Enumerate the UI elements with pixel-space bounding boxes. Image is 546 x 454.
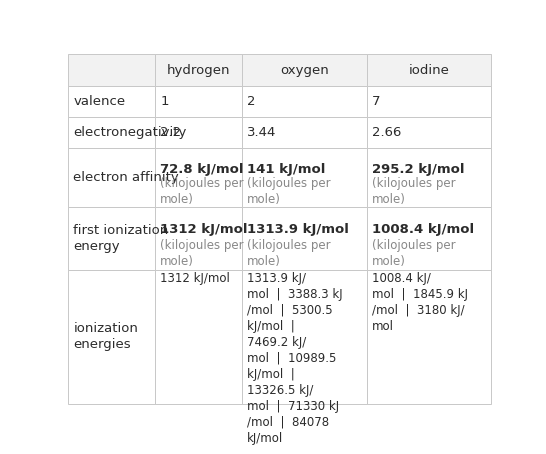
Text: 1312 kJ/mol: 1312 kJ/mol bbox=[160, 271, 230, 285]
Text: 295.2 kJ/mol: 295.2 kJ/mol bbox=[372, 163, 464, 176]
Bar bbox=[155, 54, 242, 86]
Text: (kilojoules per
mole): (kilojoules per mole) bbox=[372, 239, 455, 268]
Text: (kilojoules per
mole): (kilojoules per mole) bbox=[372, 177, 455, 206]
Text: first ionization
energy: first ionization energy bbox=[73, 224, 169, 253]
Text: 1313.9 kJ/mol: 1313.9 kJ/mol bbox=[247, 223, 349, 236]
Bar bbox=[242, 270, 366, 404]
Text: 2: 2 bbox=[247, 95, 256, 108]
Text: 7: 7 bbox=[372, 95, 380, 108]
Bar bbox=[242, 86, 366, 117]
Text: 141 kJ/mol: 141 kJ/mol bbox=[247, 163, 325, 176]
Bar bbox=[366, 54, 491, 86]
Bar bbox=[155, 117, 242, 148]
Bar bbox=[242, 148, 366, 207]
Bar bbox=[242, 207, 366, 270]
Text: 72.8 kJ/mol: 72.8 kJ/mol bbox=[160, 163, 244, 176]
Text: 1: 1 bbox=[160, 95, 169, 108]
Bar bbox=[68, 148, 155, 207]
Bar bbox=[68, 270, 155, 404]
Bar bbox=[366, 86, 491, 117]
Bar bbox=[68, 117, 155, 148]
Bar bbox=[155, 207, 242, 270]
Text: valence: valence bbox=[73, 95, 126, 108]
Bar bbox=[242, 117, 366, 148]
Text: (kilojoules per
mole): (kilojoules per mole) bbox=[160, 177, 244, 206]
Bar bbox=[68, 86, 155, 117]
Text: 2.2: 2.2 bbox=[160, 126, 181, 139]
Bar bbox=[155, 86, 242, 117]
Text: 1312 kJ/mol: 1312 kJ/mol bbox=[160, 223, 247, 236]
Text: (kilojoules per
mole): (kilojoules per mole) bbox=[247, 177, 330, 206]
Text: ionization
energies: ionization energies bbox=[73, 322, 138, 351]
Text: 1008.4 kJ/
mol  |  1845.9 kJ
/mol  |  3180 kJ/
mol: 1008.4 kJ/ mol | 1845.9 kJ /mol | 3180 k… bbox=[372, 271, 467, 333]
Text: 1008.4 kJ/mol: 1008.4 kJ/mol bbox=[372, 223, 474, 236]
Bar bbox=[366, 207, 491, 270]
Text: 2.66: 2.66 bbox=[372, 126, 401, 139]
Text: (kilojoules per
mole): (kilojoules per mole) bbox=[247, 239, 330, 268]
Text: iodine: iodine bbox=[408, 64, 449, 77]
Bar bbox=[68, 54, 155, 86]
Bar bbox=[366, 270, 491, 404]
Text: electron affinity: electron affinity bbox=[73, 171, 179, 184]
Bar bbox=[155, 148, 242, 207]
Text: 3.44: 3.44 bbox=[247, 126, 276, 139]
Text: (kilojoules per
mole): (kilojoules per mole) bbox=[160, 239, 244, 268]
Bar bbox=[366, 148, 491, 207]
Bar bbox=[68, 207, 155, 270]
Bar bbox=[155, 270, 242, 404]
Text: oxygen: oxygen bbox=[280, 64, 329, 77]
Bar bbox=[242, 54, 366, 86]
Text: 1313.9 kJ/
mol  |  3388.3 kJ
/mol  |  5300.5
kJ/mol  |
7469.2 kJ/
mol  |  10989.: 1313.9 kJ/ mol | 3388.3 kJ /mol | 5300.5… bbox=[247, 271, 342, 445]
Text: electronegativity: electronegativity bbox=[73, 126, 187, 139]
Text: hydrogen: hydrogen bbox=[167, 64, 230, 77]
Bar bbox=[366, 117, 491, 148]
